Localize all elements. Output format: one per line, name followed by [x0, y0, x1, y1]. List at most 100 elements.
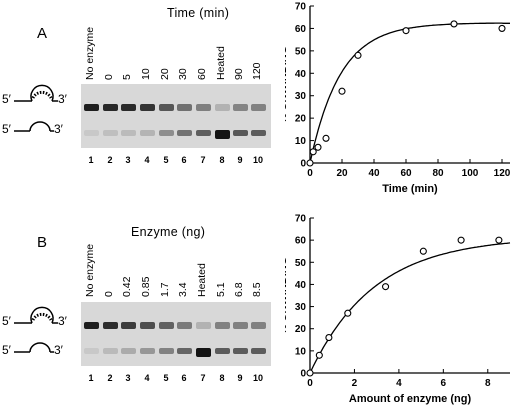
y-tick-label: 60	[295, 24, 307, 35]
panel-b-substrate-band	[121, 322, 136, 329]
y-tick-label: 70	[295, 214, 307, 225]
panel-b-substrate-band	[140, 322, 155, 329]
panel-a-lane-label: 30	[177, 68, 189, 80]
x-tick-label: 60	[400, 168, 412, 179]
panel-b-lane-number: 6	[181, 373, 187, 383]
panel-b-substrate-band	[103, 322, 118, 329]
panel-a-lane-label: 10	[140, 68, 152, 80]
y-tick-label: 0	[300, 159, 306, 170]
panel-a-lane-label: 0	[103, 74, 115, 80]
panel-b-lane-label: 0.85	[140, 276, 152, 297]
x-tick-label: 6	[441, 378, 447, 389]
panel-b-product-band	[140, 348, 155, 354]
panel-b-substrate-band	[251, 322, 266, 329]
data-point	[306, 369, 314, 377]
panel-a-product-5-label: 5′	[2, 122, 12, 136]
panel-a-product-band	[121, 130, 136, 136]
panel-b-lane-number: 2	[107, 373, 113, 383]
panel-a-product-band	[103, 130, 118, 136]
panel-b-product-band	[159, 348, 174, 354]
data-point	[498, 24, 506, 32]
data-point	[315, 351, 323, 359]
y-tick-label: 20	[295, 114, 307, 125]
panel-b-product-band	[121, 348, 136, 354]
panel-a-substrate-3-label: 3′	[58, 92, 68, 106]
x-tick-label: 80	[432, 168, 444, 179]
panel-b-gel-image	[81, 302, 271, 366]
y-axis-label: % UNWINDING	[285, 46, 289, 124]
panel-a-lane-label: Heated	[215, 46, 227, 80]
panel-a-product-band	[251, 130, 266, 136]
chart-b-enzyme-titration: 0 10 20 30 40 50 60 70 0 2 4 6 8 Amount of enzyme (ng…	[285, 214, 511, 405]
panel-a-substrate-band	[140, 104, 155, 111]
data-point	[322, 134, 330, 142]
panel-b-lane-label: No enzyme	[84, 243, 96, 297]
panel-a-substrate-band	[121, 104, 136, 111]
y-axis-label: % UNWINDING	[285, 257, 289, 335]
panel-a-lane-label: 5	[121, 74, 133, 80]
panel-a-product-band	[140, 130, 155, 136]
panel-a-lane-number: 6	[181, 155, 187, 165]
y-tick-label: 60	[295, 236, 307, 247]
panel-b-substrate-band	[84, 322, 99, 329]
fit-curve	[309, 242, 511, 374]
panel-a-substrate-band	[233, 104, 248, 111]
data-point	[344, 309, 352, 317]
panel-b-substrate-band	[196, 322, 211, 329]
y-tick-label: 70	[295, 2, 307, 13]
panel-a-letter: A	[37, 25, 48, 42]
panel-a-product-band	[215, 130, 230, 139]
x-axis-label: Amount of enzyme (ng)	[349, 393, 472, 405]
panel-b-substrate-band	[233, 322, 248, 329]
y-tick-label: 30	[295, 91, 307, 102]
data-point	[325, 334, 333, 342]
panel-b-product-band	[103, 348, 118, 354]
data-point	[314, 143, 322, 151]
panel-a-lane-label: 120	[251, 62, 263, 80]
panel-b-substrate-diagram: 5′ 3′ 5′ 3′	[2, 306, 68, 357]
x-tick-label: 40	[368, 168, 380, 179]
panel-a-lane-number: 7	[200, 155, 206, 165]
panel-b-lane-label: 0.42	[121, 276, 133, 297]
data-point	[495, 236, 503, 244]
panel-b-lane-number: 10	[252, 373, 263, 383]
x-axis-label: Time (min)	[382, 183, 438, 195]
y-tick-label: 40	[295, 280, 307, 291]
panel-a-lane-number: 8	[219, 155, 225, 165]
panel-a-gel-image	[81, 84, 271, 148]
panel-a-lane-label: 60	[196, 68, 208, 80]
panel-b-lane-label: 8.5	[251, 282, 263, 297]
y-tick-label: 0	[300, 369, 306, 380]
y-tick-label: 40	[295, 69, 307, 80]
panel-a-lane-label: 20	[159, 68, 171, 80]
data-point	[402, 27, 410, 35]
data-point	[338, 87, 346, 95]
x-tick-label: 8	[485, 378, 491, 389]
y-tick-label: 10	[295, 346, 307, 357]
panel-b-product-band	[251, 348, 266, 354]
panel-a-header: Time (min)	[167, 6, 230, 20]
panel-a-substrate-band	[196, 104, 211, 111]
x-tick-label: 20	[336, 168, 348, 179]
panel-b-product-band	[196, 348, 211, 357]
panel-b-lane-label: 1.7	[159, 282, 171, 297]
x-tick-label: 0	[307, 378, 313, 389]
data-point	[457, 236, 465, 244]
panel-b-product-band	[84, 348, 99, 354]
y-tick-label: 10	[295, 136, 307, 147]
x-tick-label: 0	[307, 168, 313, 179]
y-tick-label: 30	[295, 302, 307, 313]
panel-b-lane-number: 3	[125, 373, 131, 383]
panel-a-substrate-band	[159, 104, 174, 111]
x-tick-label: 100	[462, 168, 479, 179]
panel-a-lane-number: 5	[163, 155, 169, 165]
y-tick-label: 20	[295, 324, 307, 335]
panel-a-lane-label: 90	[233, 68, 245, 80]
panel-b-letter: B	[37, 234, 48, 251]
panel-b-product-3-label: 3′	[54, 343, 64, 357]
data-point	[354, 51, 362, 59]
panel-a-substrate-5-label: 5′	[2, 92, 12, 106]
y-tick-label: 50	[295, 46, 307, 57]
panel-b-lane-label: 6.8	[233, 282, 245, 297]
panel-a-substrate-band	[177, 104, 192, 111]
